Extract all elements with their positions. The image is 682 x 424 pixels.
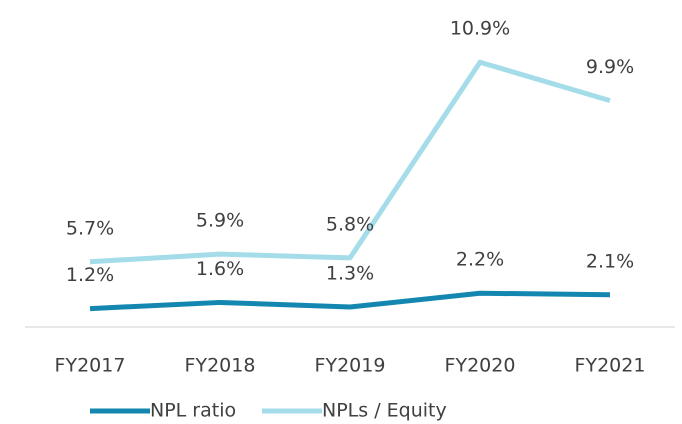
x-tick-label: FY2020: [445, 355, 516, 377]
data-label: 1.2%: [66, 264, 114, 286]
data-label: 1.6%: [196, 258, 244, 280]
x-tick-label: FY2021: [575, 355, 646, 377]
data-label: 9.9%: [586, 56, 634, 78]
legend-label: NPL ratio: [150, 400, 236, 422]
data-label: 5.9%: [196, 210, 244, 232]
x-tick-label: FY2018: [185, 355, 256, 377]
data-label: 2.1%: [586, 250, 634, 272]
series-line: [89, 290, 611, 312]
x-tick-label: FY2017: [55, 355, 126, 377]
legend-label: NPLs / Equity: [322, 400, 447, 422]
x-tick-label: FY2019: [315, 355, 386, 377]
data-label: 2.2%: [456, 249, 504, 271]
data-label: 1.3%: [326, 263, 374, 285]
data-label: 5.8%: [326, 213, 374, 235]
series-line: [89, 59, 611, 265]
data-label: 5.7%: [66, 217, 114, 239]
data-label: 10.9%: [450, 18, 510, 40]
